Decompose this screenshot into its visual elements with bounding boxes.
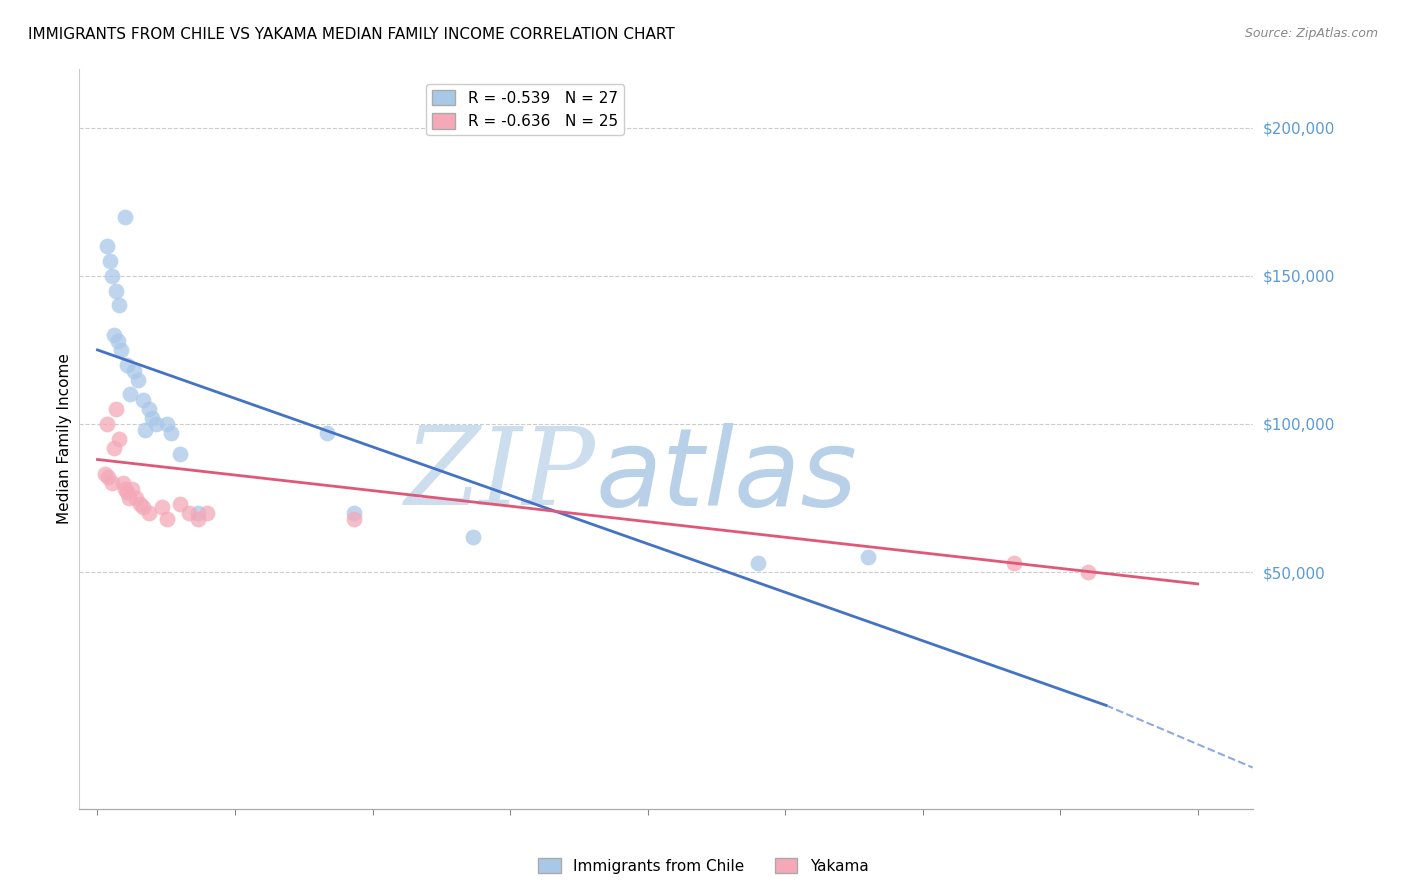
Point <box>98 254 121 268</box>
Point <box>128 497 150 511</box>
Point <box>115 485 138 500</box>
Point <box>169 497 191 511</box>
Legend: R = -0.539   N = 27, R = -0.636   N = 25: R = -0.539 N = 27, R = -0.636 N = 25 <box>426 84 624 136</box>
Point <box>343 512 366 526</box>
Point <box>117 491 139 505</box>
Point <box>103 441 125 455</box>
Point <box>97 470 120 484</box>
Point <box>108 432 131 446</box>
Point <box>150 500 173 514</box>
Point <box>1077 565 1099 579</box>
Point <box>120 387 142 401</box>
Point <box>112 476 135 491</box>
Point <box>138 506 160 520</box>
Point <box>121 482 143 496</box>
Point <box>104 284 127 298</box>
Point <box>132 500 155 514</box>
Point <box>856 550 879 565</box>
Point <box>343 506 366 520</box>
Point <box>463 529 485 543</box>
Point <box>107 334 129 348</box>
Point <box>103 328 125 343</box>
Point <box>132 393 155 408</box>
Point <box>108 298 131 312</box>
Point <box>115 358 138 372</box>
Point <box>127 372 149 386</box>
Text: IMMIGRANTS FROM CHILE VS YAKAMA MEDIAN FAMILY INCOME CORRELATION CHART: IMMIGRANTS FROM CHILE VS YAKAMA MEDIAN F… <box>28 27 675 42</box>
Point <box>125 491 148 505</box>
Point <box>187 506 209 520</box>
Legend: Immigrants from Chile, Yakama: Immigrants from Chile, Yakama <box>531 852 875 880</box>
Point <box>96 239 118 253</box>
Point <box>114 210 136 224</box>
Point <box>122 364 145 378</box>
Text: Source: ZipAtlas.com: Source: ZipAtlas.com <box>1244 27 1378 40</box>
Point <box>134 423 156 437</box>
Point <box>179 506 201 520</box>
Point <box>138 402 160 417</box>
Point <box>94 467 117 482</box>
Text: atlas: atlas <box>596 424 858 528</box>
Point <box>141 411 163 425</box>
Text: ZIP: ZIP <box>405 423 596 528</box>
Point <box>747 556 769 570</box>
Point <box>1002 556 1025 570</box>
Point <box>159 425 181 440</box>
Point <box>104 402 127 417</box>
Point <box>169 446 191 460</box>
Y-axis label: Median Family Income: Median Family Income <box>58 353 72 524</box>
Point <box>156 417 179 431</box>
Point <box>315 425 337 440</box>
Point <box>187 512 209 526</box>
Point <box>156 512 179 526</box>
Point <box>101 268 124 283</box>
Point <box>114 482 136 496</box>
Point <box>145 417 167 431</box>
Point <box>101 476 124 491</box>
Point <box>197 506 219 520</box>
Point <box>96 417 118 431</box>
Point <box>110 343 132 357</box>
